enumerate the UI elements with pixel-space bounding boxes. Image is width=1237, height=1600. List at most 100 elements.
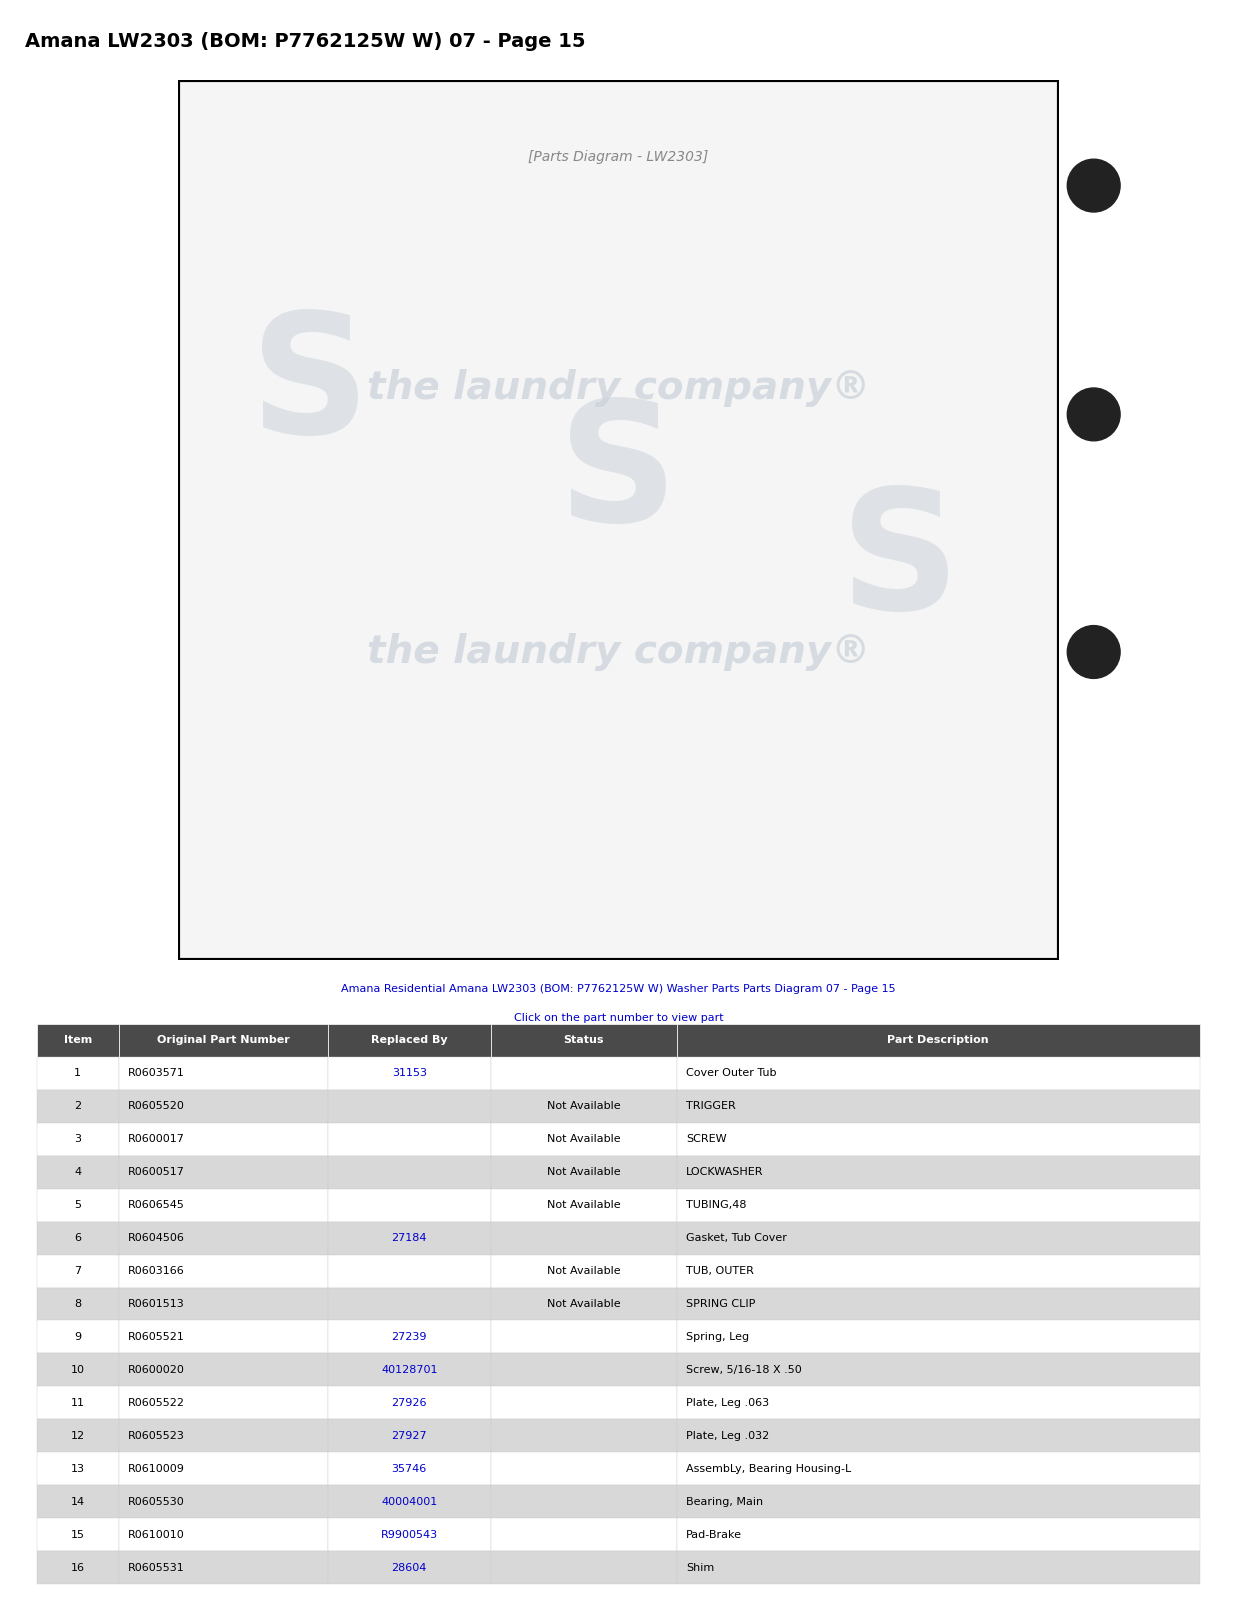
FancyBboxPatch shape	[677, 1453, 1200, 1485]
Text: 15: 15	[71, 1530, 85, 1539]
FancyBboxPatch shape	[677, 1254, 1200, 1288]
FancyBboxPatch shape	[328, 1090, 491, 1123]
Text: R0603166: R0603166	[127, 1266, 184, 1277]
FancyBboxPatch shape	[119, 1222, 328, 1254]
FancyBboxPatch shape	[677, 1123, 1200, 1155]
Text: R0601513: R0601513	[127, 1299, 184, 1309]
FancyBboxPatch shape	[328, 1189, 491, 1222]
Text: Shim: Shim	[687, 1563, 714, 1573]
Text: R0600017: R0600017	[127, 1134, 184, 1144]
FancyBboxPatch shape	[178, 80, 1059, 960]
Text: 7: 7	[74, 1266, 82, 1277]
Text: 3: 3	[74, 1134, 82, 1144]
FancyBboxPatch shape	[677, 1058, 1200, 1090]
Circle shape	[1068, 158, 1119, 211]
FancyBboxPatch shape	[119, 1485, 328, 1518]
Text: AssembLy, Bearing Housing-L: AssembLy, Bearing Housing-L	[687, 1464, 851, 1474]
Text: Part Description: Part Description	[887, 1035, 990, 1045]
FancyBboxPatch shape	[677, 1550, 1200, 1584]
FancyBboxPatch shape	[677, 1024, 1200, 1058]
Text: R0600020: R0600020	[127, 1365, 184, 1374]
Text: Screw, 5/16-18 X .50: Screw, 5/16-18 X .50	[687, 1365, 802, 1374]
FancyBboxPatch shape	[37, 1386, 119, 1419]
FancyBboxPatch shape	[119, 1123, 328, 1155]
FancyBboxPatch shape	[119, 1419, 328, 1453]
Text: S: S	[558, 395, 679, 557]
FancyBboxPatch shape	[119, 1453, 328, 1485]
FancyBboxPatch shape	[37, 1090, 119, 1123]
Text: 5: 5	[74, 1200, 82, 1210]
FancyBboxPatch shape	[37, 1024, 119, 1058]
Text: 31153: 31153	[392, 1069, 427, 1078]
Text: SPRING CLIP: SPRING CLIP	[687, 1299, 756, 1309]
Text: Click on the part number to view part: Click on the part number to view part	[513, 1013, 724, 1022]
FancyBboxPatch shape	[37, 1453, 119, 1485]
Text: 6: 6	[74, 1234, 82, 1243]
FancyBboxPatch shape	[491, 1419, 677, 1453]
FancyBboxPatch shape	[119, 1386, 328, 1419]
FancyBboxPatch shape	[37, 1189, 119, 1222]
FancyBboxPatch shape	[119, 1254, 328, 1288]
FancyBboxPatch shape	[328, 1419, 491, 1453]
Text: Plate, Leg .032: Plate, Leg .032	[687, 1430, 769, 1440]
Text: R0605523: R0605523	[127, 1430, 184, 1440]
FancyBboxPatch shape	[491, 1123, 677, 1155]
Text: 28604: 28604	[392, 1563, 427, 1573]
Text: 11: 11	[71, 1398, 85, 1408]
FancyBboxPatch shape	[119, 1024, 328, 1058]
Text: R0606545: R0606545	[127, 1200, 184, 1210]
Text: Not Available: Not Available	[547, 1101, 621, 1112]
Text: 27926: 27926	[391, 1398, 427, 1408]
FancyBboxPatch shape	[491, 1453, 677, 1485]
Text: R0605531: R0605531	[127, 1563, 184, 1573]
Text: 40004001: 40004001	[381, 1496, 438, 1507]
FancyBboxPatch shape	[37, 1058, 119, 1090]
FancyBboxPatch shape	[119, 1320, 328, 1354]
FancyBboxPatch shape	[119, 1058, 328, 1090]
FancyBboxPatch shape	[37, 1419, 119, 1453]
Text: R0605522: R0605522	[127, 1398, 184, 1408]
FancyBboxPatch shape	[37, 1288, 119, 1320]
Text: Cover Outer Tub: Cover Outer Tub	[687, 1069, 777, 1078]
Text: R9900543: R9900543	[381, 1530, 438, 1539]
Text: Not Available: Not Available	[547, 1299, 621, 1309]
Text: Amana Residential Amana LW2303 (BOM: P7762125W W) Washer Parts Parts Diagram 07 : Amana Residential Amana LW2303 (BOM: P77…	[341, 984, 896, 994]
Circle shape	[1068, 626, 1119, 678]
FancyBboxPatch shape	[119, 1518, 328, 1550]
Text: Not Available: Not Available	[547, 1134, 621, 1144]
Text: Replaced By: Replaced By	[371, 1035, 448, 1045]
FancyBboxPatch shape	[677, 1419, 1200, 1453]
FancyBboxPatch shape	[328, 1485, 491, 1518]
Text: R0605521: R0605521	[127, 1331, 184, 1342]
Text: Bearing, Main: Bearing, Main	[687, 1496, 763, 1507]
FancyBboxPatch shape	[491, 1386, 677, 1419]
Text: 8: 8	[74, 1299, 82, 1309]
FancyBboxPatch shape	[491, 1058, 677, 1090]
Text: Not Available: Not Available	[547, 1200, 621, 1210]
Text: S: S	[250, 307, 371, 469]
Text: 27184: 27184	[391, 1234, 427, 1243]
Text: R0605520: R0605520	[127, 1101, 184, 1112]
FancyBboxPatch shape	[491, 1550, 677, 1584]
FancyBboxPatch shape	[328, 1386, 491, 1419]
FancyBboxPatch shape	[491, 1155, 677, 1189]
Text: Gasket, Tub Cover: Gasket, Tub Cover	[687, 1234, 787, 1243]
Text: SCREW: SCREW	[687, 1134, 726, 1144]
FancyBboxPatch shape	[37, 1485, 119, 1518]
Text: 2: 2	[74, 1101, 82, 1112]
Text: 27239: 27239	[391, 1331, 427, 1342]
Text: R0603571: R0603571	[127, 1069, 184, 1078]
Text: Item: Item	[63, 1035, 92, 1045]
FancyBboxPatch shape	[37, 1254, 119, 1288]
Text: Not Available: Not Available	[547, 1266, 621, 1277]
FancyBboxPatch shape	[677, 1222, 1200, 1254]
FancyBboxPatch shape	[37, 1155, 119, 1189]
Text: Status: Status	[563, 1035, 604, 1045]
Text: TUBING,48: TUBING,48	[687, 1200, 746, 1210]
Text: 35746: 35746	[392, 1464, 427, 1474]
Text: TUB, OUTER: TUB, OUTER	[687, 1266, 753, 1277]
FancyBboxPatch shape	[677, 1386, 1200, 1419]
Text: 4: 4	[74, 1168, 82, 1178]
Text: 40128701: 40128701	[381, 1365, 438, 1374]
Text: 27927: 27927	[391, 1430, 427, 1440]
